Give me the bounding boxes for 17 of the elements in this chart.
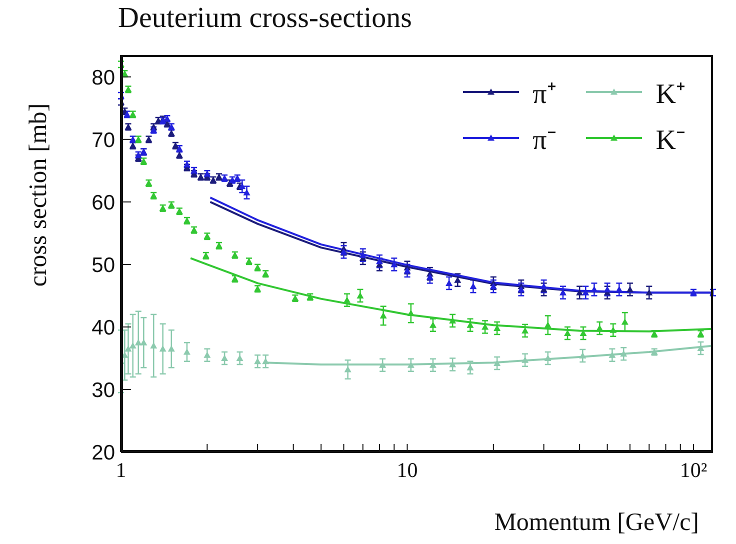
- x-tick-label: 10²: [680, 458, 708, 482]
- x-tick-label: 1: [116, 458, 126, 482]
- legend-label: π⁻: [532, 124, 556, 157]
- y-tick-label: 60: [92, 191, 115, 214]
- chart-title: Deuterium cross-sections: [118, 2, 412, 35]
- legend-label: K⁻: [656, 124, 685, 157]
- x-tick-label: 10: [396, 458, 418, 482]
- y-axis-title: cross section [mb]: [24, 103, 52, 287]
- y-tick-label: 30: [92, 378, 115, 402]
- y-tick-label: 40: [92, 316, 115, 340]
- legend-label: π⁺: [532, 78, 556, 111]
- y-tick-label: 50: [92, 254, 115, 277]
- y-tick-label: 20: [92, 441, 115, 464]
- y-tick-label: 70: [92, 128, 115, 152]
- y-tick-label: 80: [92, 66, 115, 90]
- x-axis-title: Momentum [GeV/c]: [494, 509, 699, 536]
- legend-label: K⁺: [656, 78, 685, 111]
